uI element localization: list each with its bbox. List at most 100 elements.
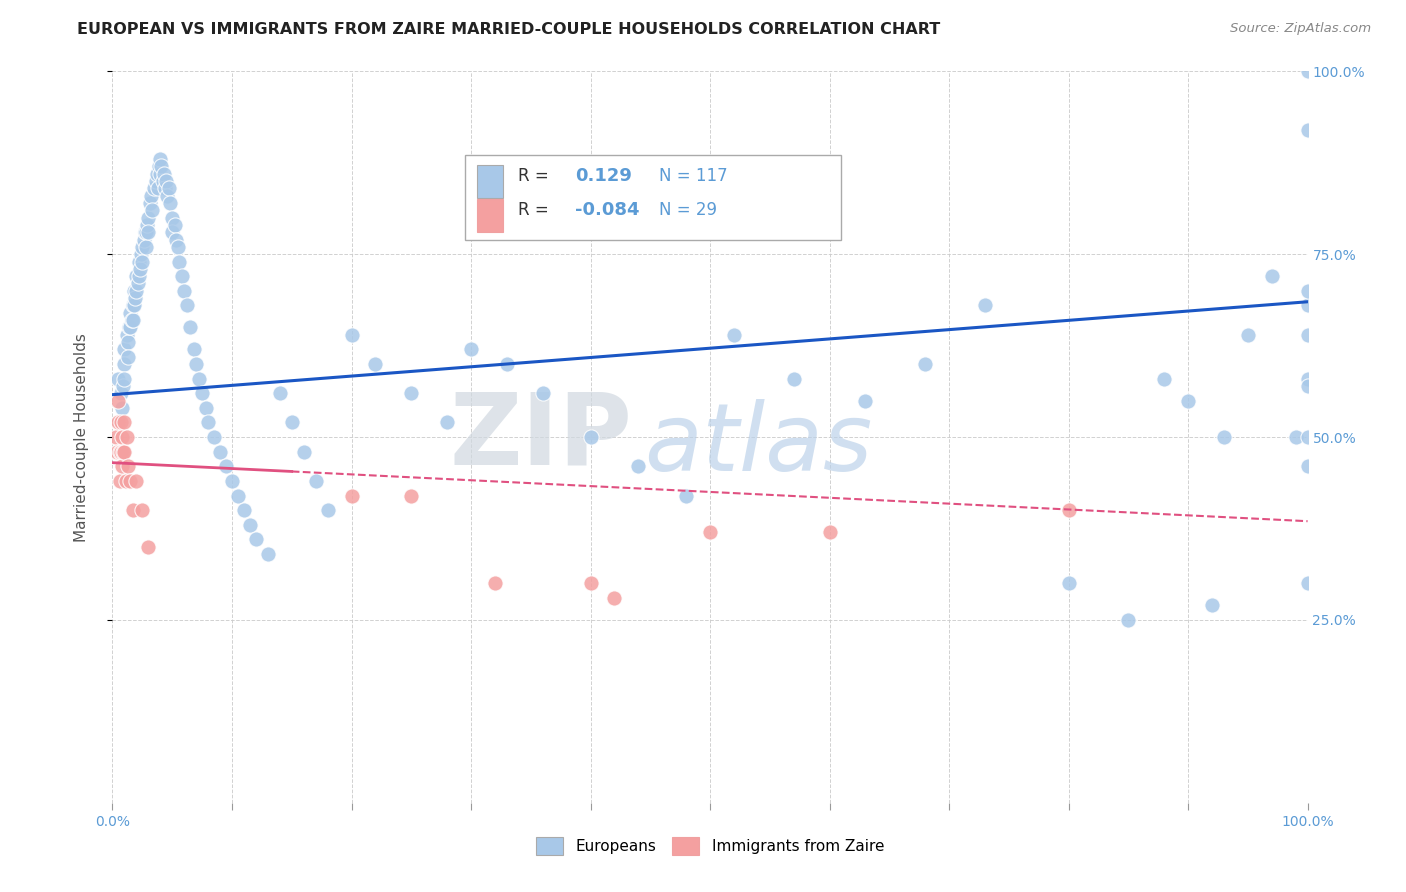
Point <box>1057 576 1080 591</box>
Point <box>1177 393 1199 408</box>
Point <box>233 503 256 517</box>
Point <box>136 218 159 232</box>
Point <box>215 459 238 474</box>
Point <box>117 334 139 349</box>
Point <box>131 503 153 517</box>
Point <box>269 386 291 401</box>
Legend: Europeans, Immigrants from Zaire: Europeans, Immigrants from Zaire <box>530 831 890 861</box>
Point <box>110 416 132 430</box>
Point <box>138 540 160 554</box>
Point <box>699 525 721 540</box>
Point <box>114 357 135 371</box>
Point <box>128 254 150 268</box>
Point <box>114 343 135 357</box>
Point <box>340 327 363 342</box>
Text: N = 117: N = 117 <box>658 167 727 185</box>
Point <box>129 261 152 276</box>
Point <box>675 489 697 503</box>
Point <box>145 174 167 188</box>
Point <box>257 547 280 561</box>
Point <box>191 386 214 401</box>
Point <box>1213 430 1236 444</box>
Point <box>292 444 315 458</box>
Point <box>162 225 183 239</box>
Point <box>245 533 267 547</box>
Point <box>138 196 160 211</box>
Point <box>121 503 143 517</box>
Point <box>112 379 135 393</box>
Point <box>1296 379 1319 393</box>
Point <box>723 327 745 342</box>
Point <box>1296 459 1319 474</box>
Point <box>111 459 134 474</box>
Point <box>170 269 193 284</box>
Point <box>460 343 482 357</box>
Point <box>1237 327 1260 342</box>
Point <box>401 386 423 401</box>
Point <box>183 343 205 357</box>
Point <box>143 181 166 195</box>
Point <box>162 211 183 225</box>
Text: ZIP: ZIP <box>450 389 633 485</box>
Point <box>169 254 191 268</box>
Point <box>1296 327 1319 342</box>
Point <box>125 284 148 298</box>
Bar <box>477 199 503 232</box>
Text: 0.129: 0.129 <box>575 167 631 185</box>
Point <box>125 269 148 284</box>
Point <box>128 269 150 284</box>
Point <box>105 430 128 444</box>
Point <box>145 167 167 181</box>
Point <box>818 525 841 540</box>
Point <box>173 284 195 298</box>
Point <box>239 517 262 532</box>
Point <box>114 474 136 488</box>
Point <box>157 181 180 195</box>
Point <box>197 416 219 430</box>
Text: N = 29: N = 29 <box>658 202 717 219</box>
Text: -0.084: -0.084 <box>575 202 640 219</box>
Point <box>107 416 129 430</box>
Point <box>1296 430 1319 444</box>
Point <box>1296 298 1319 312</box>
Point <box>122 298 145 312</box>
Point <box>138 225 160 239</box>
Point <box>176 298 198 312</box>
Point <box>112 444 135 458</box>
Point <box>121 313 143 327</box>
Point <box>1296 284 1319 298</box>
Point <box>107 393 129 408</box>
Point <box>159 196 181 211</box>
Point <box>141 203 163 218</box>
Text: R =: R = <box>517 167 554 185</box>
Point <box>153 167 176 181</box>
Point <box>127 277 149 291</box>
Point <box>110 444 132 458</box>
Point <box>132 233 155 247</box>
Point <box>115 327 138 342</box>
Point <box>281 416 304 430</box>
Point <box>139 188 162 202</box>
Point <box>114 371 135 385</box>
Point <box>974 298 997 312</box>
Point <box>115 430 138 444</box>
Point <box>149 152 172 166</box>
Point <box>496 357 519 371</box>
Point <box>129 247 152 261</box>
Point <box>138 211 160 225</box>
Point <box>855 393 877 408</box>
Point <box>1118 613 1140 627</box>
Point <box>148 160 170 174</box>
Point <box>1296 576 1319 591</box>
Point <box>579 576 602 591</box>
FancyBboxPatch shape <box>465 155 842 240</box>
Point <box>1261 269 1284 284</box>
Point <box>340 489 363 503</box>
Point <box>1201 599 1223 613</box>
Point <box>1285 430 1308 444</box>
Point <box>579 430 602 444</box>
Text: Source: ZipAtlas.com: Source: ZipAtlas.com <box>1230 22 1371 36</box>
Point <box>156 188 179 202</box>
Point <box>305 474 328 488</box>
Point <box>118 320 141 334</box>
